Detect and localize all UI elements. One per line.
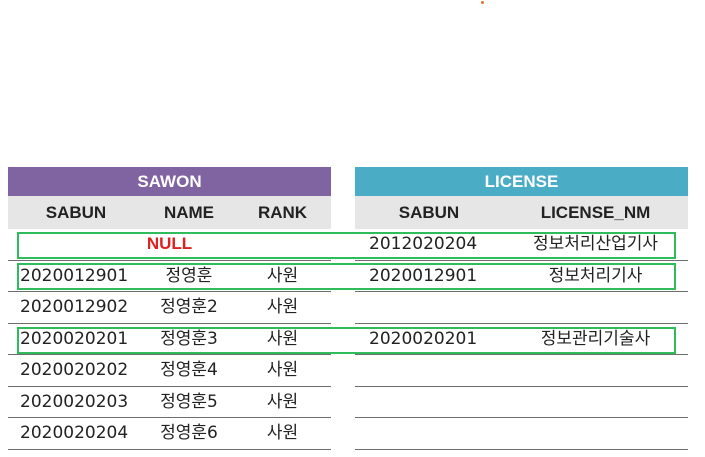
sabun-cell <box>355 387 503 418</box>
license-nm-cell: 정보처리기사 <box>548 265 643 286</box>
sawon-title: SAWON <box>8 167 331 196</box>
sawon-col-name: NAME <box>163 203 215 222</box>
table-row: 2020020201 정영훈3 사원 <box>8 324 331 355</box>
sabun-cell <box>355 355 503 386</box>
rank-cell: 사원 <box>266 423 299 443</box>
name-cell: 정영훈2 <box>160 297 218 317</box>
table-row: 2012020204 정보처리산업기사 <box>355 229 688 261</box>
license-nm-cell <box>503 355 688 386</box>
sawon-null-row: NULL <box>8 229 331 261</box>
sabun-cell: 2020020204 <box>20 423 129 443</box>
license-col-sabun: SABUN <box>398 203 460 222</box>
rank-cell: 사원 <box>266 297 299 317</box>
sawon-col-sabun: SABUN <box>45 203 107 222</box>
table-row: 2020020204 정영훈6 사원 <box>8 418 331 450</box>
sabun-cell: 2020020203 <box>20 391 129 412</box>
sawon-table: SAWON SABUN NAME RANK NULL 2020012901 정영… <box>8 167 331 450</box>
null-label: NULL <box>146 234 193 253</box>
sabun-cell: 2020020201 <box>369 328 478 349</box>
rank-cell: 사원 <box>266 391 299 412</box>
license-nm-cell: 정보처리산업기사 <box>532 234 659 254</box>
sabun-cell <box>355 418 503 449</box>
sabun-cell: 2020012901 <box>369 265 478 286</box>
license-col-license-nm: LICENSE_NM <box>540 203 651 222</box>
table-row: 2020012902 정영훈2 사원 <box>8 292 331 324</box>
sawon-col-rank: RANK <box>257 203 308 222</box>
table-row: 2020012901 정보처리기사 <box>355 261 688 292</box>
table-row: 2020020202 정영훈4 사원 <box>8 355 331 387</box>
table-row <box>355 355 688 387</box>
rank-cell: 사원 <box>266 360 299 380</box>
sabun-cell: 2020012901 <box>20 265 129 286</box>
sabun-cell: 2012020204 <box>369 234 478 254</box>
table-row: 2020012901 정영훈 사원 <box>8 261 331 292</box>
name-cell: 정영훈6 <box>160 423 218 443</box>
license-header-row: SABUN LICENSE_NM <box>355 196 688 229</box>
license-nm-cell: 정보관리기술사 <box>540 328 651 349</box>
name-cell: 정영훈3 <box>160 328 218 349</box>
license-nm-cell <box>503 418 688 449</box>
table-row <box>355 418 688 450</box>
name-cell: 정영훈5 <box>160 391 218 412</box>
sawon-header-row: SABUN NAME RANK <box>8 196 331 229</box>
sabun-cell: 2020012902 <box>20 297 129 317</box>
table-row <box>355 387 688 418</box>
license-nm-cell <box>503 292 688 323</box>
rank-cell: 사원 <box>266 265 299 286</box>
sabun-cell: 2020020201 <box>20 328 129 349</box>
license-title: LICENSE <box>355 167 688 196</box>
name-cell: 정영훈 <box>165 265 213 286</box>
orange-dot <box>481 1 484 4</box>
sabun-cell: 2020020202 <box>20 360 129 380</box>
license-nm-cell <box>503 387 688 418</box>
table-row <box>355 292 688 324</box>
rank-cell: 사원 <box>266 328 299 349</box>
table-row: 2020020201 정보관리기술사 <box>355 324 688 355</box>
table-row: 2020020203 정영훈5 사원 <box>8 387 331 418</box>
license-table: LICENSE SABUN LICENSE_NM 2012020204 정보처리… <box>355 167 688 450</box>
sabun-cell <box>355 292 503 323</box>
name-cell: 정영훈4 <box>160 360 218 380</box>
